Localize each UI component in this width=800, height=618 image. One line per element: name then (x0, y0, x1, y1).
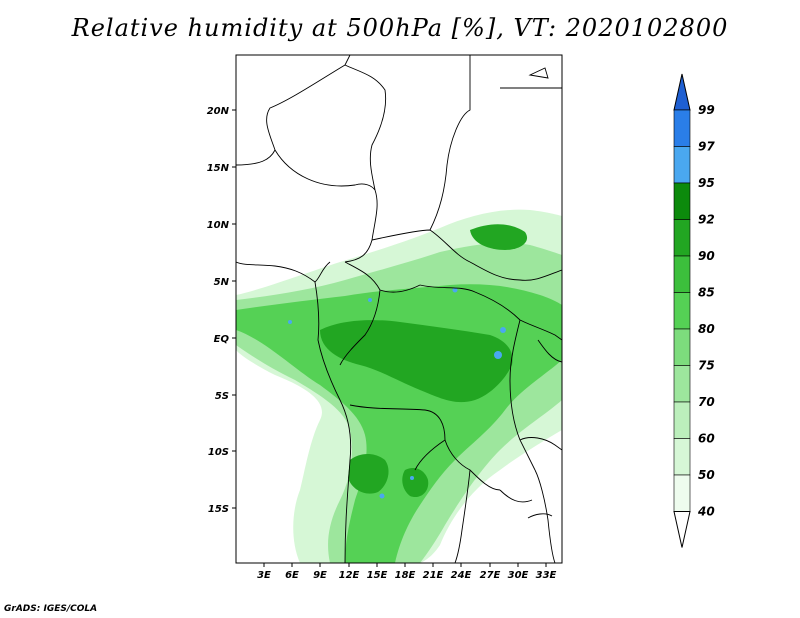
lat-label: 20N (207, 106, 230, 117)
lon-ticks (263, 563, 547, 567)
colorbar-swatch (673, 365, 691, 403)
colorbar-label: 75 (698, 359, 715, 373)
colorbar: 99 97 95 92 90 85 80 75 70 60 50 40 (673, 73, 715, 548)
lon-label: 3E (257, 570, 271, 581)
colorbar-extend-bottom (673, 511, 691, 548)
lon-label: 24E (451, 570, 472, 581)
colorbar-label: 99 (698, 103, 715, 117)
colorbar-swatch (673, 182, 691, 220)
colorbar-swatch (673, 401, 691, 439)
lon-label: 18E (395, 570, 416, 581)
lat-ticks (232, 109, 236, 509)
colorbar-label: 80 (698, 322, 715, 336)
colorbar-label: 90 (698, 249, 715, 263)
lon-label: 15E (367, 570, 388, 581)
colorbar-label: 40 (697, 505, 715, 519)
lon-labels: 3E 6E 9E 12E 15E 18E 21E 24E 27E 30E 33E (257, 570, 556, 581)
colorbar-swatch (673, 328, 691, 366)
colorbar-label: 70 (698, 395, 715, 409)
lat-label: 5N (214, 277, 230, 288)
colorbar-label: 92 (698, 213, 715, 227)
colorbar-swatch (673, 146, 691, 184)
lon-label: 21E (423, 570, 444, 581)
colorbar-extend-top (673, 73, 691, 111)
lon-label: 9E (313, 570, 327, 581)
colorbar-label: 50 (698, 468, 715, 482)
humidity-field (236, 209, 562, 563)
colorbar-swatch (673, 109, 691, 147)
humidity-contour-core (320, 320, 513, 403)
country-borders (236, 55, 562, 563)
colorbar-swatch (673, 292, 691, 330)
humidity-contour-mid (236, 242, 562, 563)
humidity-contour-light (236, 209, 562, 563)
humidity-contour-high (236, 284, 562, 563)
colorbar-swatch (673, 219, 691, 257)
colorbar-swatch (673, 474, 691, 512)
colorbar-label: 60 (698, 432, 715, 446)
colorbar-label: 97 (698, 140, 715, 154)
lat-label: 10S (208, 447, 229, 458)
lon-label: 30E (508, 570, 529, 581)
lon-label: 12E (339, 570, 360, 581)
colorbar-swatch (673, 438, 691, 476)
grads-credit: GrADS: IGES/COLA (4, 604, 98, 614)
map-frame (235, 54, 563, 564)
colorbar-swatch (673, 255, 691, 293)
lat-label: 15N (207, 163, 230, 174)
lon-label: 33E (536, 570, 557, 581)
colorbar-label: 85 (698, 286, 715, 300)
lat-labels: 20N 15N 10N 5N EQ 5S 10S 15S (207, 106, 230, 515)
lat-label: EQ (214, 334, 230, 345)
lat-label: 15S (208, 504, 229, 515)
lat-label: 10N (207, 220, 230, 231)
map-title: Relative humidity at 500hPa [%], VT: 202… (71, 14, 729, 42)
lon-label: 6E (285, 570, 299, 581)
lat-label: 5S (215, 391, 229, 402)
colorbar-label: 95 (698, 176, 715, 190)
lon-label: 27E (480, 570, 501, 581)
